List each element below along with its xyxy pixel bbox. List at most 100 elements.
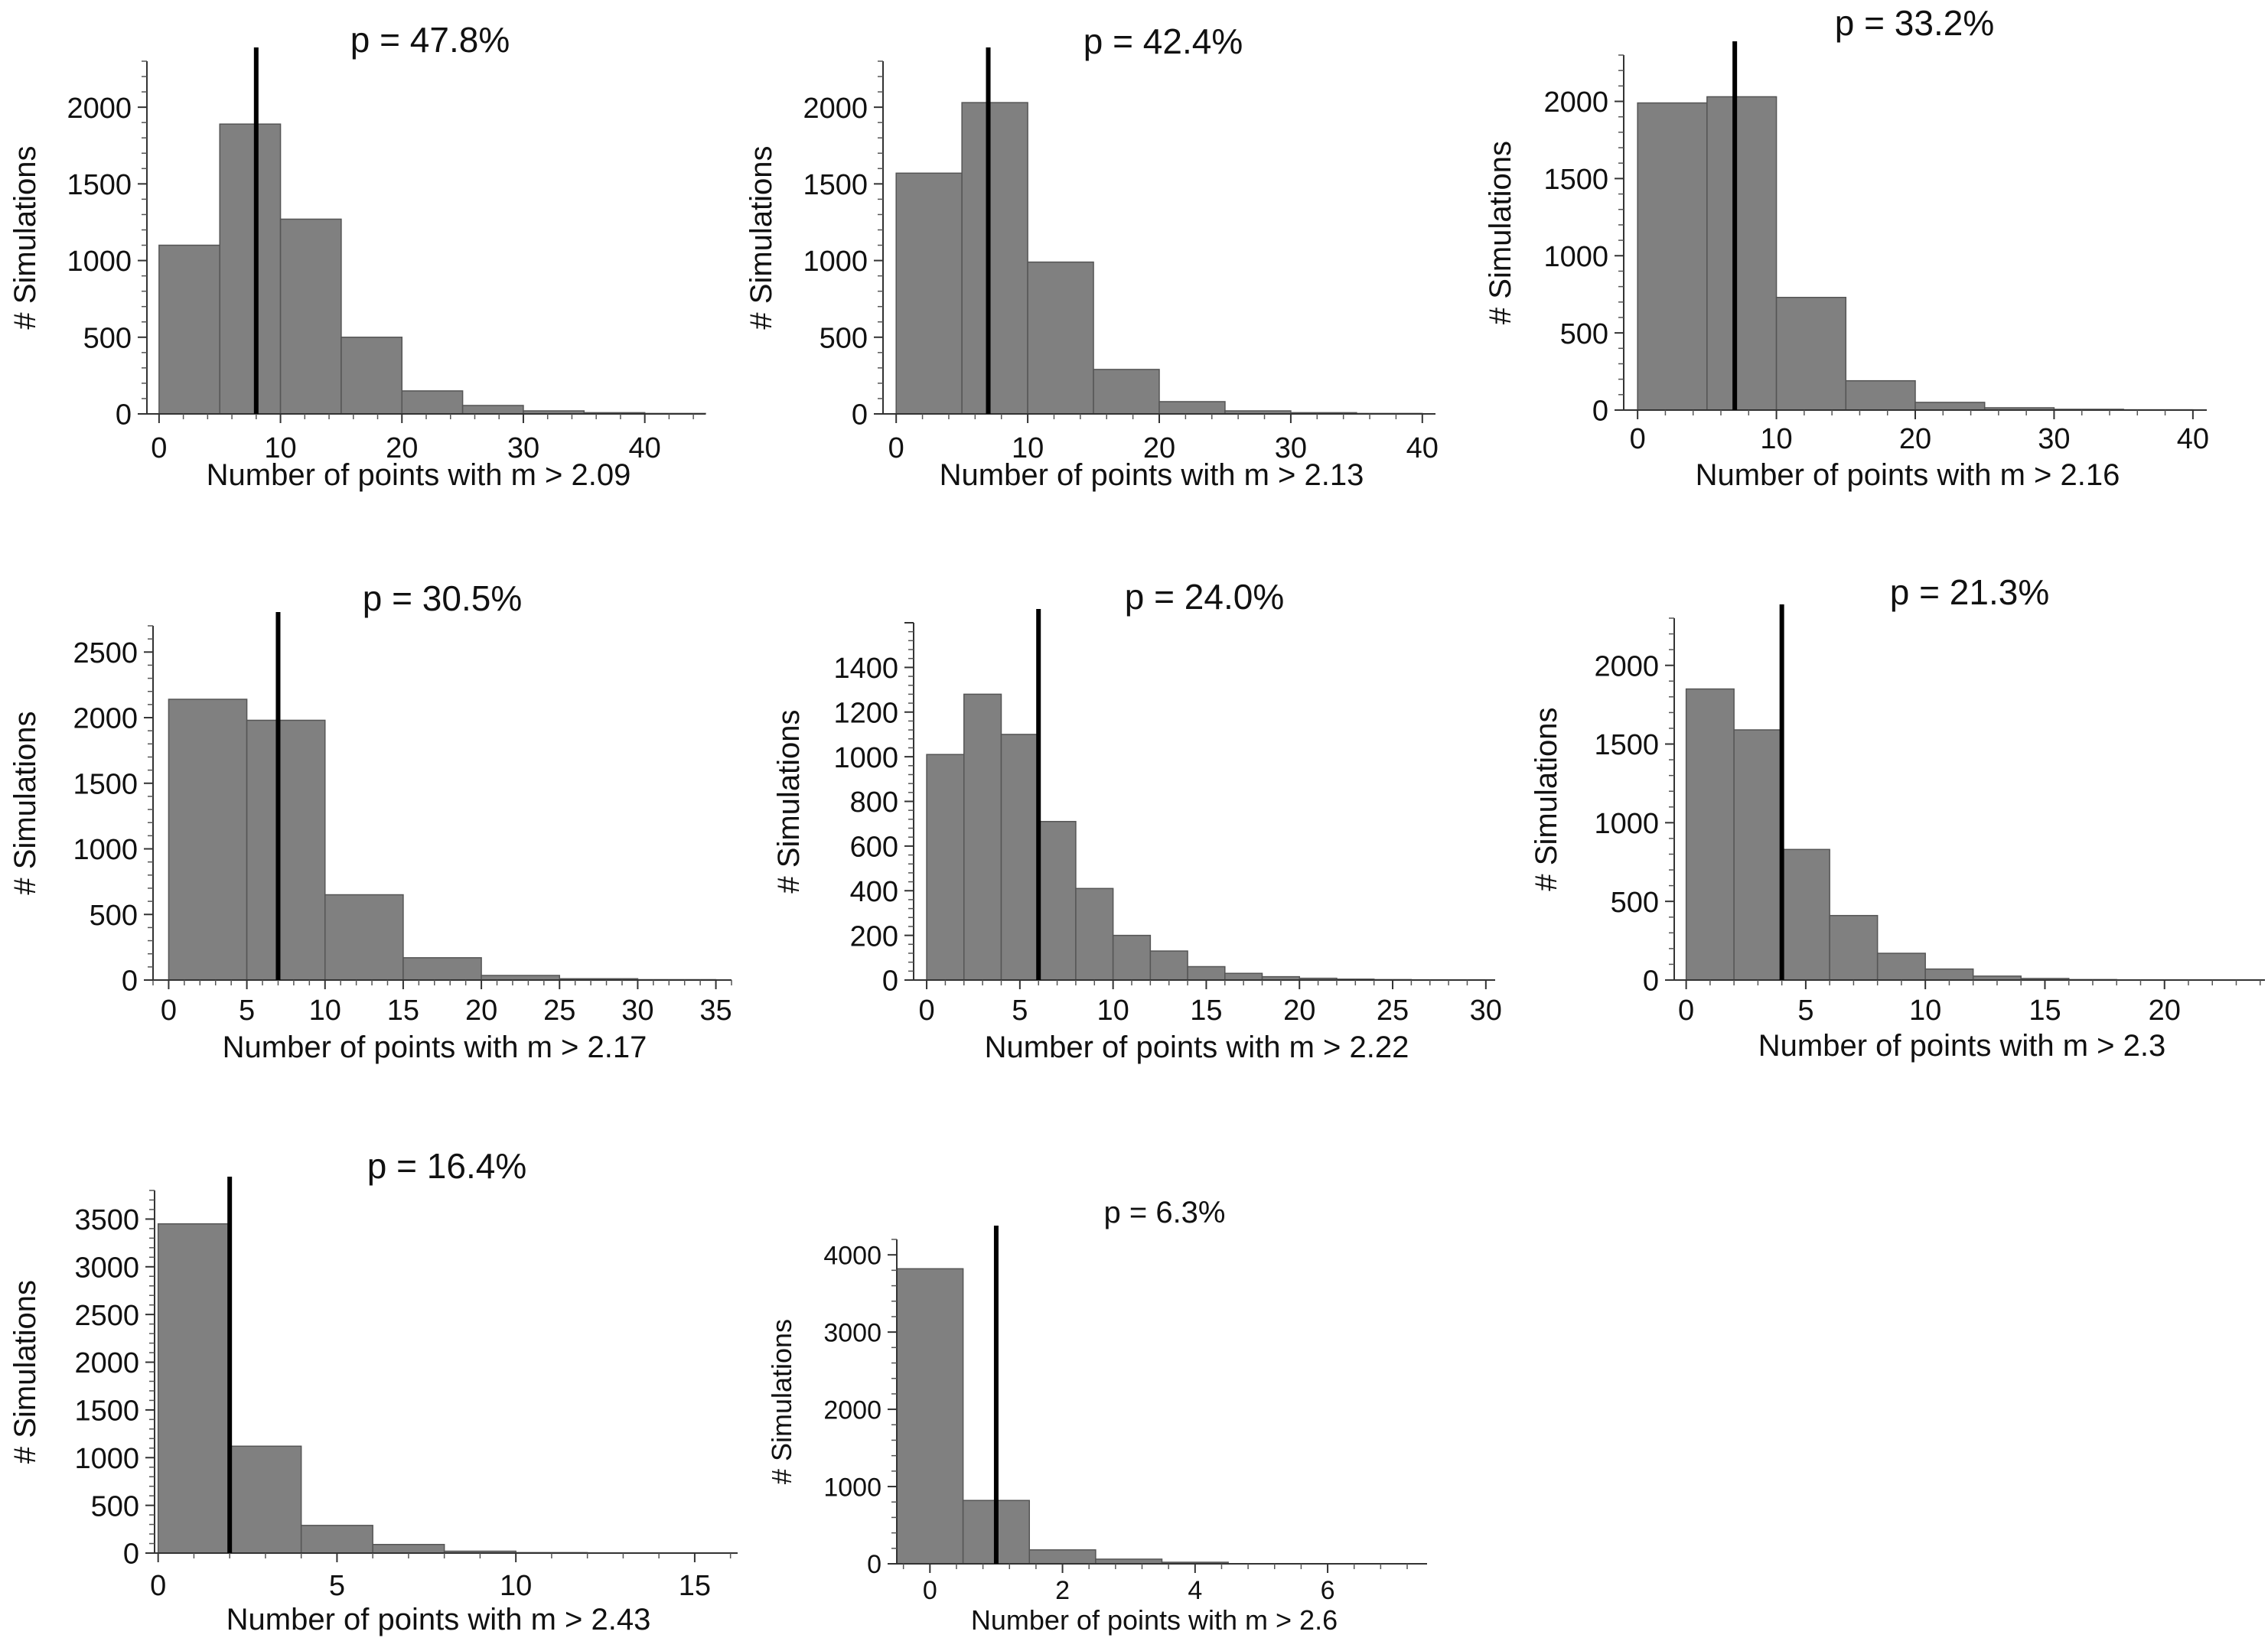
- histogram-bar: [1733, 729, 1783, 981]
- y-tick-label: 400: [850, 876, 898, 908]
- x-tick-label: 20: [1899, 423, 1931, 455]
- histogram-bar: [1038, 821, 1077, 981]
- histogram-bar: [341, 337, 403, 415]
- y-tick-label: 2000: [1543, 86, 1608, 119]
- panel-title: p = 21.3%: [1890, 572, 2049, 612]
- y-axis-label: # Simulations: [8, 145, 42, 329]
- y-tick-label: 0: [1592, 396, 1608, 428]
- y-tick-label: 1000: [833, 742, 898, 774]
- histogram-bar: [300, 1525, 373, 1554]
- x-tick-label: 35: [699, 995, 732, 1027]
- y-tick-label: 2000: [803, 93, 868, 125]
- x-tick-label: 5: [1012, 995, 1028, 1027]
- x-tick-label: 40: [2177, 423, 2209, 455]
- histogram-bar: [158, 244, 220, 415]
- histogram-bar: [1829, 914, 1879, 981]
- histogram-bar: [1149, 950, 1188, 981]
- y-tick-label: 1500: [803, 169, 868, 201]
- x-tick-label: 5: [1797, 995, 1813, 1027]
- histogram-bar: [1075, 887, 1114, 981]
- y-tick-label: 1500: [67, 169, 132, 201]
- x-axis-label: Number of points with m > 2.13: [940, 458, 1364, 492]
- x-tick-label: 10: [1012, 432, 1044, 464]
- y-tick-label: 600: [850, 832, 898, 864]
- x-tick-label: 30: [507, 432, 539, 464]
- y-axis-label: # Simulations: [766, 1319, 797, 1484]
- y-tick-label: 0: [852, 399, 868, 431]
- x-tick-label: 15: [679, 1570, 711, 1602]
- x-tick-label: 10: [500, 1570, 532, 1602]
- histogram-bar: [461, 405, 524, 415]
- histogram-bar: [1876, 952, 1926, 981]
- panel-title: p = 47.8%: [350, 20, 510, 60]
- panel-title: p = 33.2%: [1835, 3, 1994, 43]
- x-tick-label: 20: [2149, 995, 2181, 1027]
- y-tick-label: 2000: [823, 1395, 881, 1425]
- histogram-bar: [896, 1268, 964, 1565]
- histogram-panel-3: 0 10 20 30 40 0 500 1000 1500 2000 p = 33.2% Number…: [1484, 3, 2209, 492]
- y-axis-label: # Simulations: [745, 145, 778, 329]
- y-tick-label: 500: [90, 900, 138, 932]
- histogram-panel-6: 0 5 10 15 20 0 500 1000 1500 2000 p = 21.3% Number …: [1530, 572, 2265, 1063]
- x-axis-label: Number of points with m > 2.22: [985, 1031, 1409, 1064]
- histogram-panel-1: 0 10 20 30 40 0 500 1000 1500 2000 p = 47.8% Number…: [8, 20, 706, 492]
- y-tick-label: 1000: [803, 246, 868, 278]
- x-axis-label: Number of points with m > 2.43: [226, 1603, 651, 1636]
- histogram-bar: [1845, 379, 1916, 411]
- histogram-bar: [1112, 934, 1152, 981]
- x-tick-label: 0: [923, 1576, 937, 1605]
- y-tick-label: 1500: [74, 1395, 139, 1428]
- y-tick-label: 3500: [74, 1204, 139, 1236]
- x-tick-label: 20: [1283, 995, 1315, 1027]
- x-tick-label: 40: [629, 432, 661, 464]
- y-tick-label: 1000: [74, 1443, 139, 1475]
- y-tick-label: 0: [1643, 966, 1659, 998]
- x-tick-label: 0: [150, 1570, 166, 1602]
- panel-title: p = 6.3%: [1103, 1196, 1225, 1229]
- x-axis-label: Number of points with m > 2.17: [223, 1031, 647, 1064]
- x-tick-label: 0: [151, 432, 167, 464]
- y-tick-label: 0: [122, 966, 138, 998]
- histogram-bar: [168, 698, 248, 981]
- x-tick-label: 5: [239, 995, 255, 1027]
- histogram-bar: [963, 693, 1002, 981]
- y-tick-label: 0: [116, 399, 132, 431]
- x-tick-label: 30: [621, 995, 653, 1027]
- histogram-bar: [324, 894, 404, 981]
- y-tick-label: 200: [850, 920, 898, 952]
- y-tick-label: 500: [820, 322, 868, 354]
- y-tick-label: 1000: [73, 834, 138, 866]
- x-tick-label: 0: [918, 995, 934, 1027]
- y-tick-label: 2000: [67, 93, 132, 125]
- histogram-bar: [372, 1544, 445, 1554]
- x-tick-label: 0: [888, 432, 904, 464]
- y-tick-label: 2000: [1594, 650, 1659, 682]
- x-tick-label: 10: [264, 432, 296, 464]
- histogram-bar: [1224, 972, 1263, 981]
- histogram-bar: [1781, 848, 1830, 981]
- y-axis-label: # Simulations: [1484, 141, 1517, 324]
- histogram-bar: [1093, 369, 1160, 415]
- histogram-bar: [1685, 688, 1735, 981]
- histogram-bar: [229, 1445, 302, 1554]
- x-tick-label: 20: [465, 995, 497, 1027]
- x-tick-label: 0: [1630, 423, 1646, 455]
- y-tick-label: 4000: [823, 1241, 881, 1270]
- histogram-panel-2: 0 10 20 30 40 0 500 1000 1500 2000 p = 42.4% Number…: [745, 21, 1439, 492]
- y-tick-label: 2000: [73, 703, 138, 735]
- panel-title: p = 42.4%: [1083, 21, 1243, 61]
- histogram-bar: [246, 719, 326, 981]
- histogram-panel-7: 0 5 10 15 0 500 1000 1500 2000 2500 3000 3500 p = 16…: [8, 1146, 738, 1636]
- y-tick-label: 0: [867, 1550, 881, 1579]
- y-tick-label: 1500: [1543, 164, 1608, 196]
- y-tick-label: 1200: [833, 697, 898, 729]
- x-tick-label: 10: [1909, 995, 1941, 1027]
- histogram-bar: [1706, 96, 1778, 411]
- x-tick-label: 10: [1760, 423, 1792, 455]
- x-tick-label: 40: [1406, 432, 1439, 464]
- y-axis-label: # Simulations: [772, 709, 806, 893]
- histogram-bar: [1000, 734, 1039, 981]
- y-tick-label: 1000: [1594, 808, 1659, 840]
- y-tick-label: 1000: [67, 246, 132, 278]
- y-tick-label: 2500: [73, 637, 138, 669]
